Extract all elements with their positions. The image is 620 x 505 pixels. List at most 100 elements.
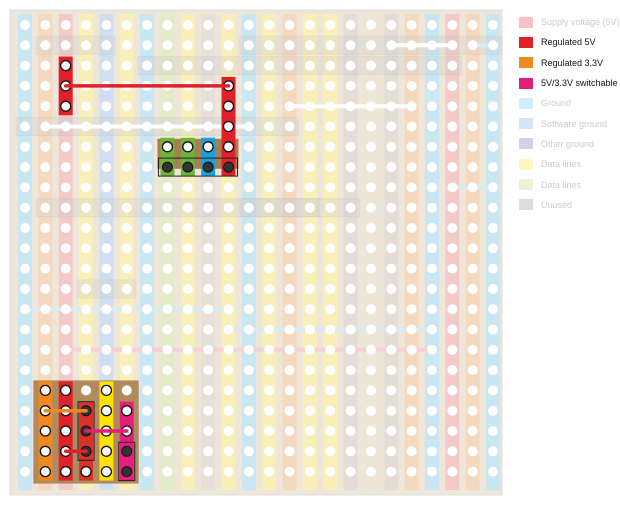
hole — [81, 202, 92, 213]
hole — [81, 141, 92, 152]
hole — [60, 202, 71, 213]
hole — [20, 263, 30, 274]
hole — [203, 405, 214, 416]
hole — [20, 243, 30, 254]
hole — [325, 80, 336, 91]
hole — [365, 121, 376, 132]
hole — [101, 223, 112, 233]
hole — [264, 263, 275, 274]
hole — [81, 162, 92, 173]
hole — [101, 20, 112, 30]
hole — [467, 20, 478, 30]
hole — [40, 365, 51, 376]
hole — [60, 59, 72, 72]
hole — [427, 446, 437, 457]
hole — [243, 344, 254, 355]
hole — [467, 40, 478, 51]
hole — [182, 101, 193, 112]
hole — [243, 101, 254, 112]
hole — [223, 202, 234, 213]
hole — [20, 162, 30, 173]
hole — [162, 304, 173, 315]
hole — [40, 101, 51, 112]
hole — [365, 202, 376, 213]
hole — [243, 243, 254, 254]
hole — [304, 446, 315, 457]
hole — [386, 304, 397, 315]
hole — [488, 385, 499, 396]
hole — [304, 405, 315, 416]
hole — [101, 243, 112, 254]
hole — [427, 324, 437, 335]
hole — [447, 344, 458, 355]
hole — [40, 141, 51, 152]
hole — [325, 405, 336, 416]
hole — [121, 20, 132, 30]
hole — [467, 223, 478, 233]
hole — [182, 324, 193, 335]
hole — [223, 344, 234, 355]
hole — [284, 60, 295, 71]
hole — [284, 182, 295, 193]
hole — [264, 101, 275, 112]
hole — [101, 283, 112, 294]
hole — [365, 60, 376, 71]
hole — [142, 283, 153, 294]
hole — [81, 365, 92, 376]
hole — [284, 162, 295, 173]
hole — [162, 344, 173, 355]
hole — [264, 223, 275, 233]
hole — [243, 202, 254, 213]
hole — [60, 182, 71, 193]
hole — [223, 365, 234, 376]
hole — [20, 121, 30, 132]
hole — [345, 20, 356, 30]
hole — [427, 365, 437, 376]
hole — [40, 80, 51, 91]
hole — [203, 446, 214, 457]
hole — [20, 324, 30, 335]
legend-item: 5V/3.3V switchable — [519, 73, 620, 93]
hole — [39, 465, 51, 478]
hole — [345, 80, 356, 91]
hole — [60, 283, 71, 294]
hole — [345, 344, 356, 355]
hole — [162, 223, 173, 233]
hole — [386, 344, 397, 355]
hole — [81, 344, 92, 355]
hole — [467, 141, 478, 152]
hole — [304, 202, 315, 213]
hole — [365, 405, 376, 416]
hole — [488, 121, 499, 132]
hole — [60, 344, 71, 355]
hole — [162, 365, 173, 376]
hole — [40, 202, 51, 213]
hole — [304, 80, 315, 91]
hole — [406, 426, 417, 436]
hole — [223, 385, 234, 396]
legend-item: Data lines — [519, 174, 620, 194]
hole — [243, 60, 254, 71]
legend-swatch — [519, 158, 533, 170]
hole — [365, 263, 376, 274]
hole — [101, 263, 112, 274]
hole — [325, 182, 336, 193]
hole — [142, 466, 153, 477]
faded-component — [239, 198, 320, 218]
hole — [121, 365, 132, 376]
hole — [467, 385, 478, 396]
hole — [345, 405, 356, 416]
hole — [121, 162, 132, 173]
legend-swatch — [519, 118, 533, 130]
pin-hole — [223, 161, 234, 173]
legend-label: Ground — [541, 98, 572, 109]
faded-component — [35, 198, 361, 218]
hole — [20, 60, 30, 71]
hole — [488, 60, 499, 71]
hole — [284, 344, 295, 355]
hole — [121, 40, 132, 51]
hole — [162, 60, 173, 71]
hole — [162, 101, 173, 112]
hole — [488, 466, 499, 477]
hole — [447, 405, 458, 416]
